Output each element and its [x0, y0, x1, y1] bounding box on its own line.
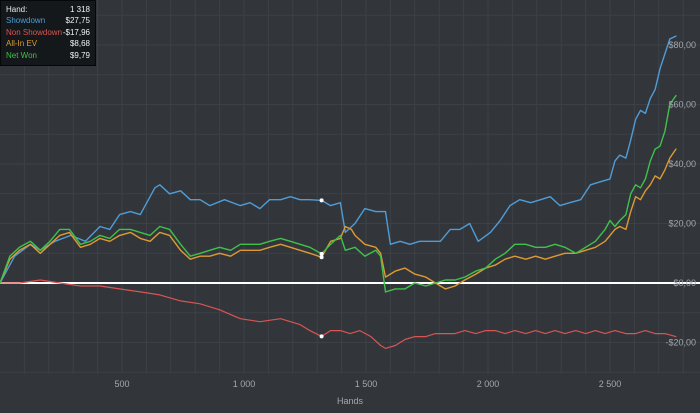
x-axis-label: 2 500 [599, 379, 622, 389]
legend-row-net-won: Net Won $9,79 [6, 50, 90, 61]
y-axis-label: $20,00 [668, 219, 696, 229]
legend-value-showdown: $27,75 [65, 16, 90, 26]
chart-line-all-in-ev [0, 148, 677, 290]
legend-row-hand: Hand: 1 318 [6, 4, 90, 15]
x-axis-title: Hands [337, 396, 364, 406]
hover-marker-net-won [319, 251, 324, 256]
legend-label-allin-ev: All-In EV [6, 39, 38, 49]
legend-label-non-showdown: Non Showdown [6, 27, 63, 37]
hover-marker-all-in-ev [319, 255, 324, 260]
legend-value-allin-ev: $8,68 [69, 39, 90, 49]
x-axis-label: 1 000 [233, 379, 256, 389]
chart-line-showdown [0, 35, 677, 284]
legend-label-showdown: Showdown [6, 16, 46, 26]
y-axis-label: $0,00 [673, 278, 696, 288]
chart-line-net-won [0, 94, 677, 293]
x-axis-label: 1 500 [355, 379, 378, 389]
legend-value-net-won: $9,79 [69, 50, 90, 60]
y-axis-label: $80,00 [668, 40, 696, 50]
legend-value-hand: 1 318 [69, 5, 90, 14]
hover-marker-showdown [319, 198, 324, 203]
stats-legend: Hand: 1 318 Showdown $27,75 Non Showdown… [0, 0, 96, 67]
y-axis-label: -$20,00 [665, 338, 696, 348]
legend-row-non-showdown: Non Showdown -$17,96 [6, 27, 90, 38]
legend-label-hand: Hand: [6, 5, 28, 14]
legend-row-allin-ev: All-In EV $8,68 [6, 38, 90, 49]
legend-label-net-won: Net Won [6, 50, 37, 60]
hover-marker-non-showdown [319, 334, 324, 339]
legend-row-showdown: Showdown $27,75 [6, 15, 90, 26]
legend-value-non-showdown: -$17,96 [62, 27, 90, 37]
x-axis-label: 500 [114, 379, 129, 389]
x-axis-label: 2 000 [477, 379, 500, 389]
chart-line-non-showdown [0, 279, 677, 349]
y-axis-label: $60,00 [668, 100, 696, 110]
y-axis-label: $40,00 [668, 159, 696, 169]
